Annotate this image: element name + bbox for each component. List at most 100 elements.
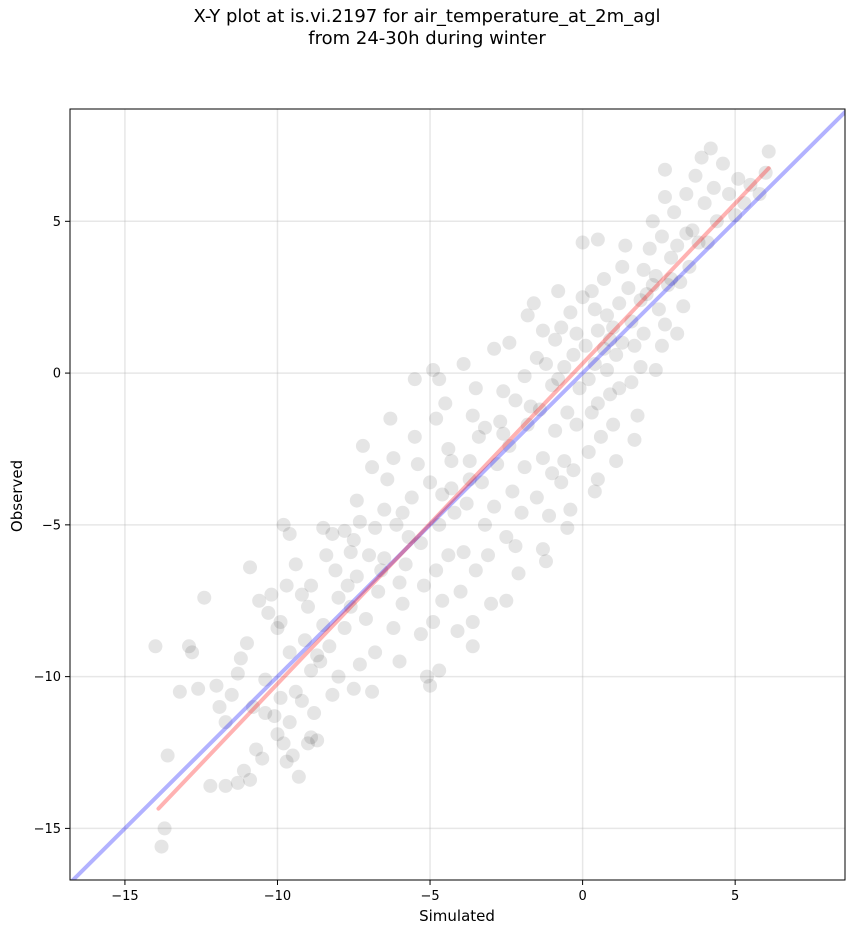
scatter-point (358, 611, 373, 626)
scatter-point (432, 517, 447, 532)
x-axis-label: Simulated (419, 907, 495, 925)
scatter-point (267, 709, 282, 724)
scatter-point (304, 663, 319, 678)
scatter-point (377, 502, 392, 517)
scatter-point (276, 736, 291, 751)
scatter-point (462, 472, 477, 487)
scatter-point (715, 156, 730, 171)
scatter-point (551, 284, 566, 299)
scatter-point (563, 502, 578, 517)
scatter-point (514, 505, 529, 520)
scatter-point (230, 775, 245, 790)
scatter-point (548, 332, 563, 347)
scatter-point (603, 332, 618, 347)
fit-line (156, 166, 771, 811)
scatter-point (377, 551, 392, 566)
scatter-point (700, 235, 715, 250)
scatter-point (230, 666, 245, 681)
scatter-point (181, 639, 196, 654)
scatter-point (554, 320, 569, 335)
scatter-point (447, 505, 462, 520)
scatter-point (429, 411, 444, 426)
scatter-point (270, 621, 285, 636)
scatter-point (538, 356, 553, 371)
scatter-point (581, 372, 596, 387)
scatter-point (636, 326, 651, 341)
scatter-point (481, 548, 496, 563)
scatter-point (517, 369, 532, 384)
scatter-point (633, 293, 648, 308)
scatter-point (600, 308, 615, 323)
scatter-point (624, 314, 639, 329)
scatter-point (352, 514, 367, 529)
scatter-point (419, 669, 434, 684)
scatter-point (615, 335, 630, 350)
scatter-point (468, 381, 483, 396)
scatter-point (209, 678, 224, 693)
scatter-point (596, 271, 611, 286)
scatter-point (157, 821, 172, 836)
scatter-point (310, 648, 325, 663)
scatter-point (233, 651, 248, 666)
scatter-point (300, 736, 315, 751)
scatter-point (505, 484, 520, 499)
scatter-point (493, 414, 508, 429)
scatter-point (657, 190, 672, 205)
scatter-point (352, 657, 367, 672)
scatter-point (432, 663, 447, 678)
scatter-point (535, 542, 550, 557)
scatter-point (426, 614, 441, 629)
scatter-point (291, 769, 306, 784)
scatter-point (236, 763, 251, 778)
scatter-point (542, 508, 557, 523)
scatter-point (441, 548, 456, 563)
scatter-point (392, 654, 407, 669)
scatter-point (365, 460, 380, 475)
scatter-point (603, 387, 618, 402)
scatter-point (477, 517, 492, 532)
scatter-point (587, 302, 602, 317)
scatter-point (538, 554, 553, 569)
scatter-point (349, 493, 364, 508)
scatter-point (627, 432, 642, 447)
scatter-point (282, 526, 297, 541)
scatter-point (423, 678, 438, 693)
scatter-point (688, 168, 703, 183)
scatter-point (386, 451, 401, 466)
scatter-point (532, 402, 547, 417)
scatter-point (395, 596, 410, 611)
scatter-point (322, 639, 337, 654)
scatter-point (328, 563, 343, 578)
scatter-point (560, 405, 575, 420)
scatter-point (590, 396, 605, 411)
scatter-point (703, 141, 718, 156)
scatter-point (218, 715, 233, 730)
scatter-point (731, 171, 746, 186)
scatter-point (343, 545, 358, 560)
scatter-point (593, 429, 608, 444)
scatter-point (535, 323, 550, 338)
scatter-point (383, 411, 398, 426)
scatter-point (316, 520, 331, 535)
scatter-point (285, 748, 300, 763)
scatter-point (606, 320, 621, 335)
scatter-point (438, 396, 453, 411)
scatter-point (551, 372, 566, 387)
scatter-point (682, 259, 697, 274)
scatter-point (615, 259, 630, 274)
chart-title-line-1: X-Y plot at is.vi.2197 for air_temperatu… (193, 6, 661, 27)
scatter-point (529, 350, 544, 365)
scatter-point (435, 487, 450, 502)
scatter-point (392, 575, 407, 590)
scatter-point (487, 341, 502, 356)
scatter-point (429, 563, 444, 578)
scatter-point (685, 223, 700, 238)
scatter-point (258, 706, 273, 721)
scatter-point (343, 599, 358, 614)
scatter-point (337, 523, 352, 538)
scatter-point (496, 426, 511, 441)
axis-ticks: −15 −10 −5 0 5 −15 −10 −5 0 5 (34, 215, 740, 904)
scatter-point (255, 751, 270, 766)
scatter-point (645, 278, 660, 293)
scatter-point (566, 347, 581, 362)
